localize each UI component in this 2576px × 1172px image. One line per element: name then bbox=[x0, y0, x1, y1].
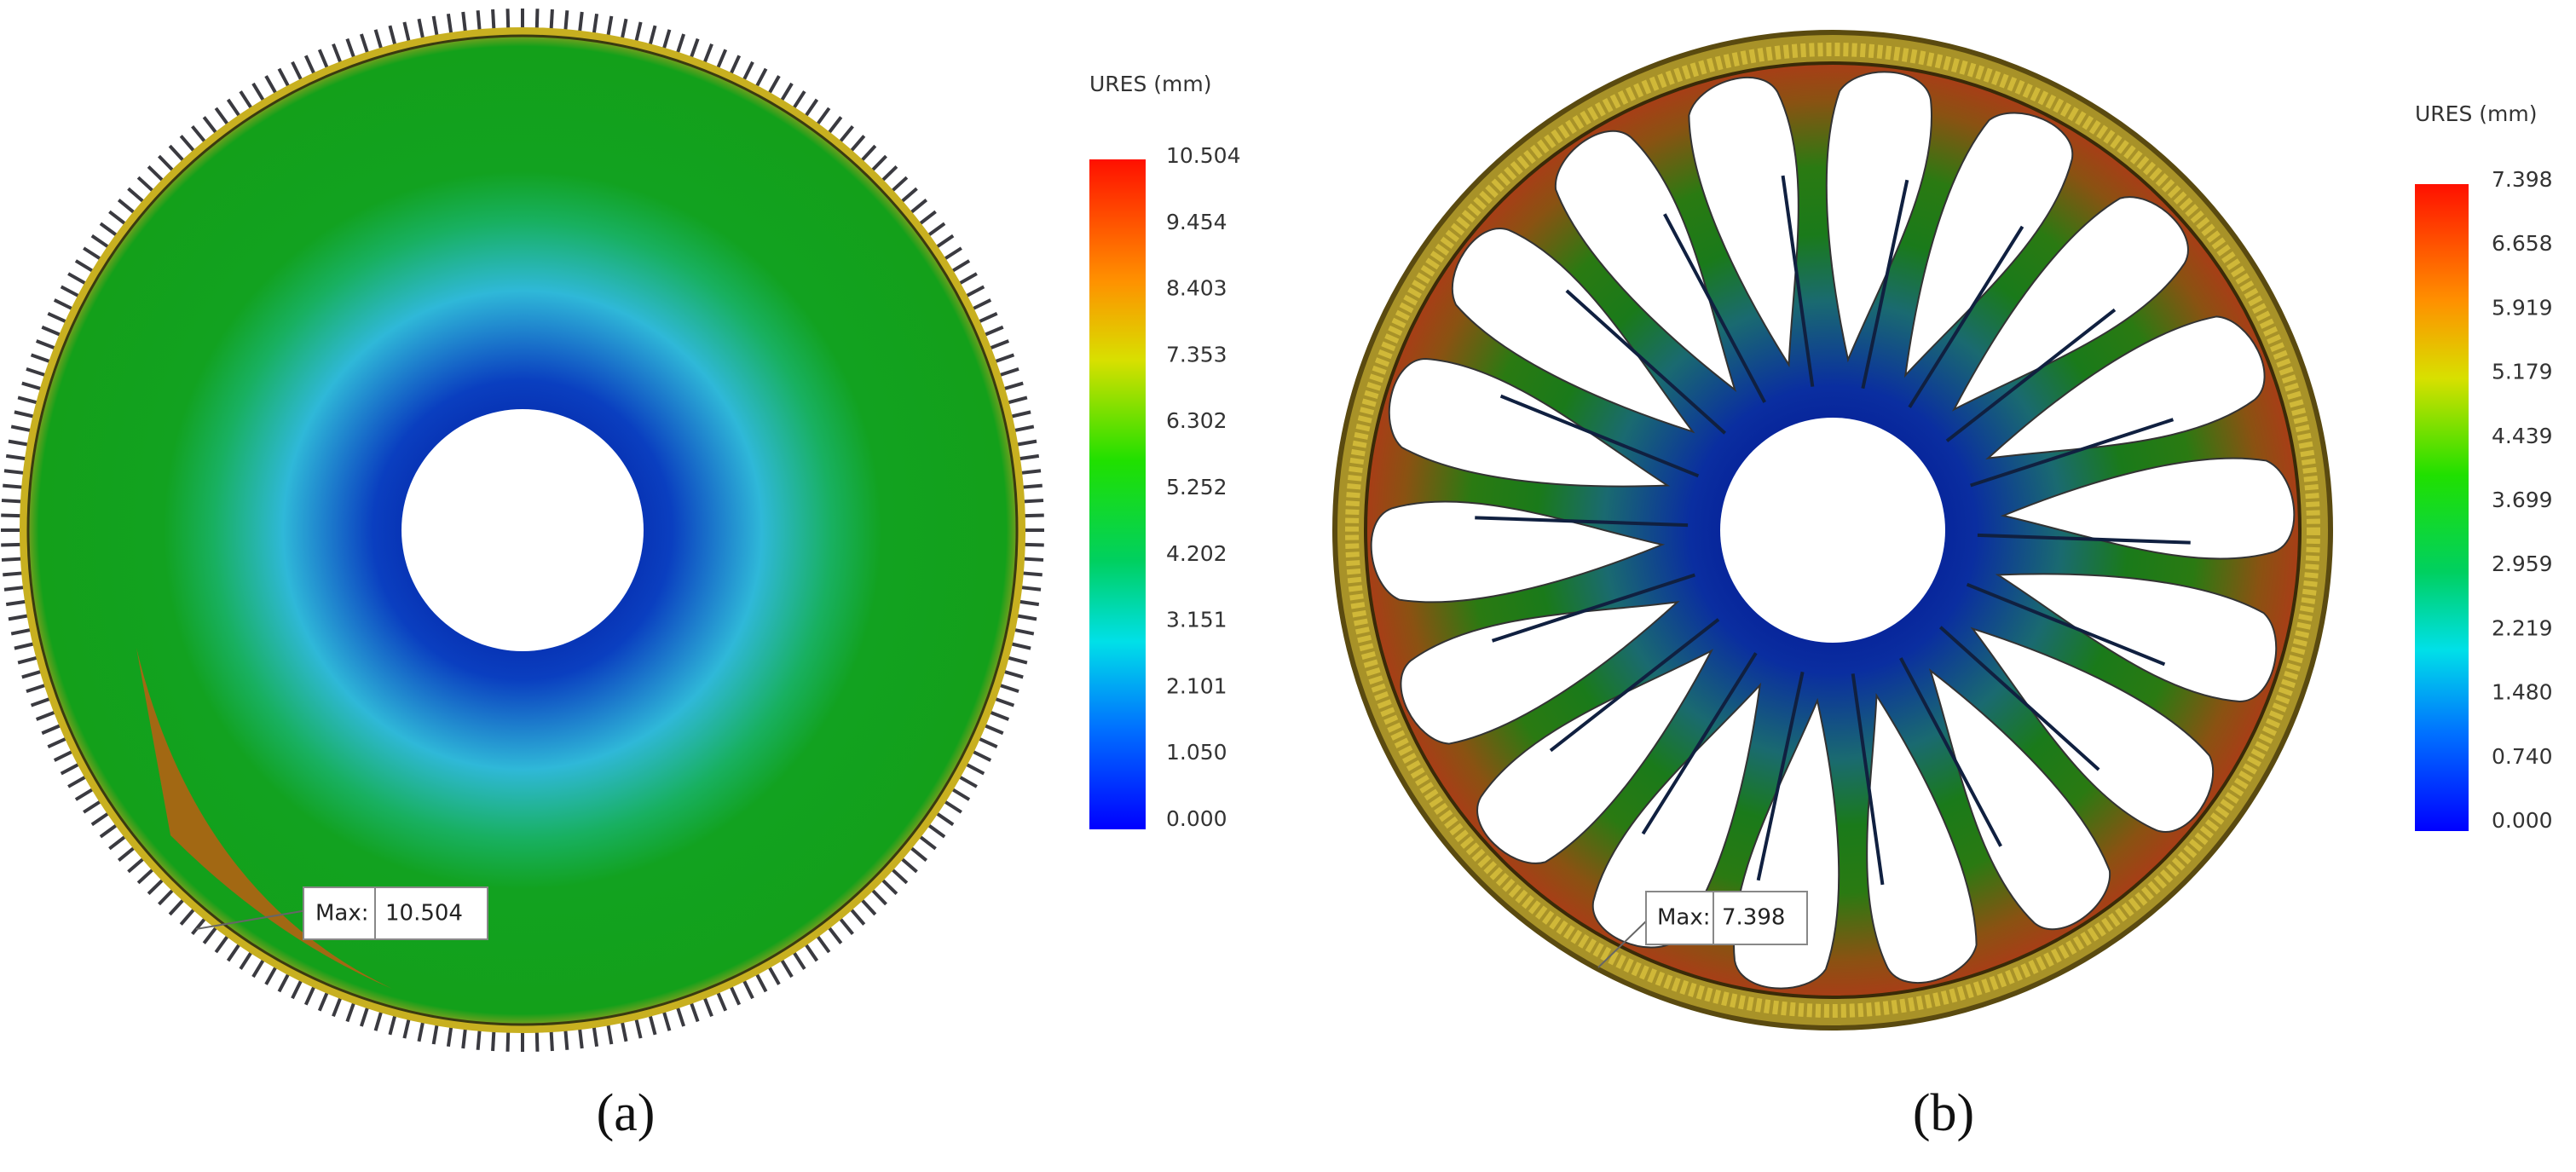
tick-label: 7.398 bbox=[2492, 167, 2553, 192]
slit bbox=[1641, 652, 1758, 835]
max-value: 10.504 bbox=[385, 901, 463, 927]
tick-label: 5.919 bbox=[2492, 295, 2553, 320]
blade-hole bbox=[1451, 228, 1695, 434]
tick-label: 2.959 bbox=[2492, 551, 2553, 576]
tick-label: 6.658 bbox=[2492, 231, 2553, 256]
slit bbox=[1781, 175, 1815, 387]
blade-hole bbox=[1555, 130, 1737, 392]
tick-label: 5.252 bbox=[1166, 475, 1227, 499]
slit bbox=[1966, 582, 2166, 667]
blade-hole bbox=[1995, 573, 2278, 702]
tick-label: 0.000 bbox=[2492, 808, 2553, 833]
caption: (b) bbox=[1913, 1084, 1974, 1142]
blade-hole bbox=[1688, 77, 1799, 368]
slit bbox=[1549, 618, 1720, 753]
slit bbox=[1663, 213, 1766, 403]
hub-hole bbox=[401, 409, 644, 651]
max-label: Max: bbox=[1657, 905, 1711, 931]
max-pointer bbox=[1597, 917, 1650, 968]
max-label: Max: bbox=[315, 901, 369, 927]
tick-label: 4.202 bbox=[1166, 541, 1227, 566]
tick-label: 1.050 bbox=[1166, 740, 1227, 765]
caption: (a) bbox=[597, 1084, 656, 1142]
legend-title: URES (mm) bbox=[1089, 72, 1212, 96]
colorbar bbox=[1089, 159, 1146, 829]
blade-hole bbox=[1370, 500, 1666, 603]
tick-label: 3.699 bbox=[2492, 488, 2553, 512]
max-value: 7.398 bbox=[1722, 905, 1785, 931]
gear-teeth bbox=[1345, 43, 2320, 1018]
max-box bbox=[1645, 891, 1808, 945]
tick-label: 4.439 bbox=[2492, 424, 2553, 448]
blade-hole bbox=[1928, 668, 2111, 931]
blade-hole bbox=[1591, 682, 1762, 949]
slit bbox=[1491, 573, 1695, 643]
blade-hole bbox=[1825, 71, 1932, 363]
blade-hole bbox=[1970, 626, 2215, 833]
tick-label: 5.179 bbox=[2492, 360, 2553, 384]
tick-label: 9.454 bbox=[1166, 210, 1227, 234]
tick-label: 6.302 bbox=[1166, 408, 1227, 433]
slit bbox=[1475, 516, 1689, 528]
colorbar-ticks: 7.398 6.658 5.919 5.179 4.439 3.699 2.959 2.219… bbox=[2492, 167, 2553, 833]
tick-label: 0.740 bbox=[2492, 744, 2553, 769]
tick-label: 0.000 bbox=[1166, 806, 1227, 831]
colorbar-ticks: 10.504 9.454 8.403 7.353 6.302 5.252 4.202 3.15… bbox=[1166, 143, 1240, 831]
tick-label: 2.219 bbox=[2492, 615, 2553, 640]
slit bbox=[1970, 418, 2175, 488]
max-region bbox=[136, 648, 392, 989]
slit bbox=[1945, 308, 2117, 442]
tick-label: 1.480 bbox=[2492, 680, 2553, 705]
slit bbox=[1565, 289, 1727, 435]
tick-label: 10.504 bbox=[1166, 143, 1240, 168]
tick-label: 3.151 bbox=[1166, 608, 1227, 632]
slit bbox=[1908, 225, 2024, 408]
tick-label: 7.353 bbox=[1166, 342, 1227, 367]
slit bbox=[1499, 394, 1700, 478]
blade-hole bbox=[1903, 112, 2074, 378]
colorbar bbox=[2415, 184, 2469, 831]
blade-cutouts bbox=[1370, 71, 2296, 990]
slit bbox=[1861, 179, 1909, 390]
tick-label: 2.101 bbox=[1166, 673, 1227, 698]
max-pointer bbox=[195, 909, 308, 930]
blade-hole bbox=[1866, 692, 1978, 984]
blade-hole bbox=[1985, 315, 2266, 459]
blade-hole bbox=[1951, 196, 2189, 412]
slit bbox=[1899, 657, 2002, 847]
hub-hole bbox=[1720, 418, 1945, 643]
slit bbox=[1977, 533, 2191, 545]
slit bbox=[1851, 673, 1885, 886]
tick-label: 8.403 bbox=[1166, 276, 1227, 301]
blade-hole bbox=[1400, 601, 1680, 745]
blade-hole bbox=[2000, 457, 2296, 560]
max-box bbox=[303, 886, 488, 940]
slit bbox=[1938, 626, 2100, 771]
blade-hole bbox=[1476, 649, 1714, 864]
legend-title: URES (mm) bbox=[2415, 101, 2538, 126]
slit bbox=[1756, 671, 1805, 881]
blade-hole bbox=[1388, 358, 1671, 488]
